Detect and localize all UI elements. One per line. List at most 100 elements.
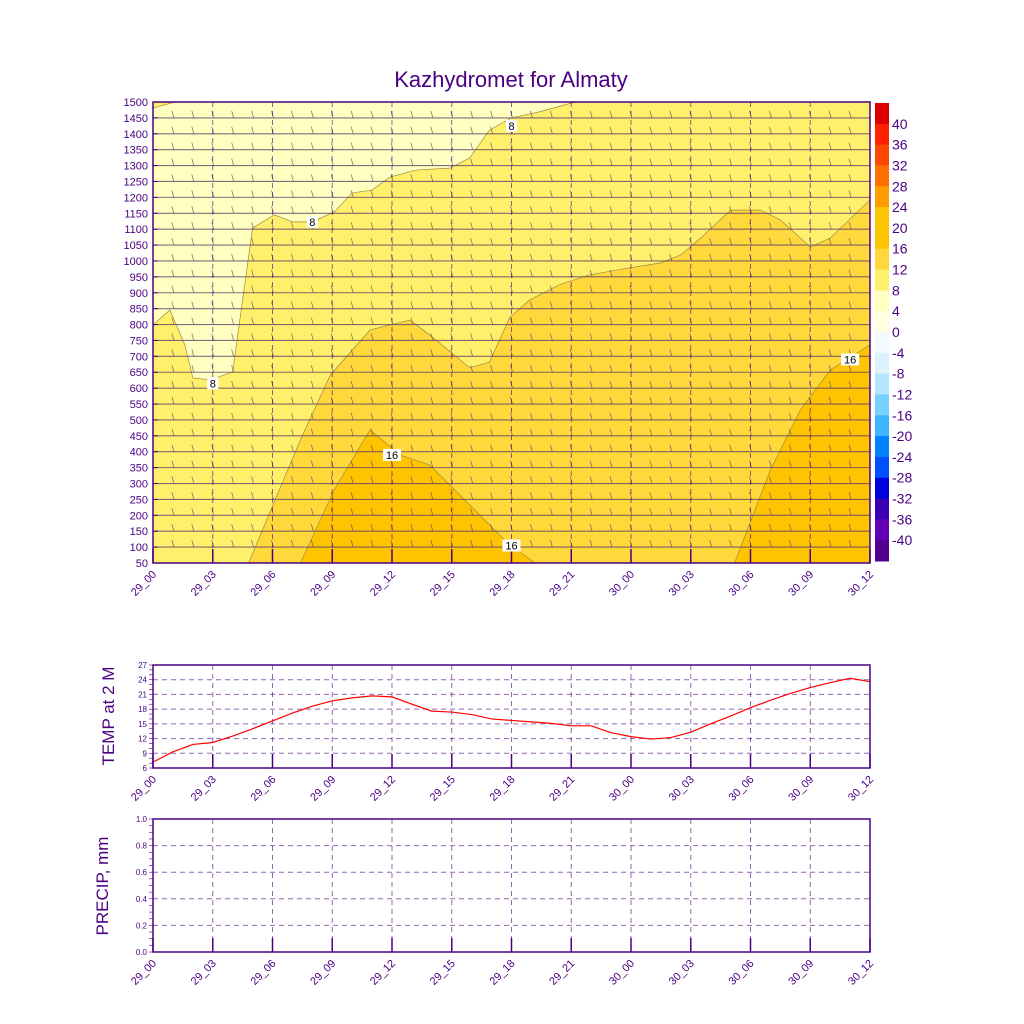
wind-barb: [470, 396, 474, 405]
wind-barb: [430, 349, 434, 357]
wind-barb: [649, 381, 653, 389]
wind-barb: [470, 539, 474, 548]
contour-label: 8: [309, 217, 315, 229]
wind-barb: [470, 365, 474, 373]
contour-label-bg: [383, 448, 401, 461]
wind-barb: [788, 301, 792, 309]
wind-barb: [569, 142, 573, 150]
x-tick-label: 30_06: [727, 958, 757, 988]
wind-barb: [430, 396, 434, 405]
x-tick-label: 30_12: [846, 569, 876, 599]
wind-barb: [808, 142, 812, 150]
wind-barb: [589, 444, 593, 452]
wind-barb: [788, 333, 792, 341]
wind-barb: [430, 460, 434, 468]
wind-barb: [629, 206, 633, 214]
wind-barb: [171, 333, 175, 341]
wind-barb: [450, 285, 454, 293]
wind-barb: [231, 253, 235, 262]
wind-barb: [450, 222, 454, 230]
wind-barb: [709, 524, 713, 532]
wind-barb: [589, 301, 593, 309]
wind-barb: [291, 190, 294, 198]
wind-barb: [609, 126, 613, 134]
wind-barb: [330, 301, 334, 309]
wind-barb: [430, 412, 434, 421]
wind-barb: [470, 253, 474, 262]
wind-barb: [370, 396, 374, 405]
wind-barb: [211, 301, 215, 309]
wind-barb: [649, 539, 653, 548]
wind-barb: [530, 524, 533, 532]
wind-barb: [709, 269, 713, 277]
wind-barb: [549, 444, 553, 452]
wind-barb: [609, 110, 613, 119]
colorbar-label: -40: [892, 532, 912, 548]
wind-barb: [231, 126, 235, 134]
wind-barb: [788, 460, 792, 468]
wind-barb: [848, 428, 852, 436]
wind-barb: [450, 365, 454, 373]
wind-barb: [310, 349, 314, 357]
wind-barb: [490, 110, 493, 119]
wind-barb: [410, 142, 414, 150]
wind-barb: [410, 444, 414, 452]
wind-barb: [171, 444, 175, 452]
contour-region-16: [299, 429, 537, 564]
x-tick-label: 30_03: [667, 958, 697, 988]
wind-barb: [370, 126, 374, 134]
wind-barb: [470, 158, 474, 166]
wind-barb: [828, 285, 832, 293]
wind-barb: [669, 476, 673, 484]
x-tick-label: 29_00: [129, 569, 159, 599]
contour-label: 16: [844, 355, 856, 367]
wind-barb: [709, 253, 713, 262]
wind-barb: [609, 365, 613, 373]
wind-barb: [370, 333, 374, 341]
wind-barb: [729, 476, 732, 484]
wind-barb: [709, 174, 713, 182]
wind-barb: [808, 349, 812, 357]
wind-barb: [729, 428, 732, 436]
wind-barb: [191, 349, 195, 357]
x-tick-label: 29_18: [488, 569, 518, 599]
wind-barb: [669, 206, 673, 214]
wind-barb: [589, 206, 593, 214]
wind-barb: [291, 206, 294, 214]
wind-barb: [629, 349, 633, 357]
contour-label: 8: [210, 378, 216, 390]
wind-barb: [549, 428, 553, 436]
wind-barb: [729, 333, 732, 341]
x-tick-label: 30_12: [846, 958, 876, 988]
wind-barb: [410, 222, 414, 230]
wind-barb: [769, 110, 772, 119]
y-tick-label: 18: [138, 705, 147, 714]
wind-barb: [370, 110, 374, 119]
x-tick-label: 30_09: [786, 774, 816, 804]
wind-barb: [291, 301, 294, 309]
wind-barb: [530, 174, 533, 182]
y-tick-label: 950: [130, 272, 148, 284]
wind-barb: [330, 222, 334, 230]
x-tick-label: 29_09: [308, 569, 338, 599]
wind-barb: [291, 524, 294, 532]
wind-barb: [689, 412, 693, 421]
wind-barb: [191, 222, 195, 230]
wind-barb: [171, 396, 175, 405]
wind-barb: [171, 412, 175, 421]
wind-barb: [310, 174, 314, 182]
wind-barb: [709, 381, 713, 389]
wind-barb: [609, 381, 613, 389]
wind-barb: [549, 190, 553, 198]
wind-barb: [470, 206, 474, 214]
y-tick-label: 1250: [124, 176, 148, 188]
wind-barb: [191, 428, 195, 436]
x-tick-label: 29_00: [129, 774, 159, 804]
wind-barb: [350, 126, 354, 134]
wind-barb: [430, 428, 434, 436]
contour-label-bg: [841, 353, 860, 366]
wind-barb: [410, 396, 414, 405]
wind-barb: [549, 158, 553, 166]
wind-barb: [749, 158, 752, 166]
wind-barb: [430, 269, 434, 277]
